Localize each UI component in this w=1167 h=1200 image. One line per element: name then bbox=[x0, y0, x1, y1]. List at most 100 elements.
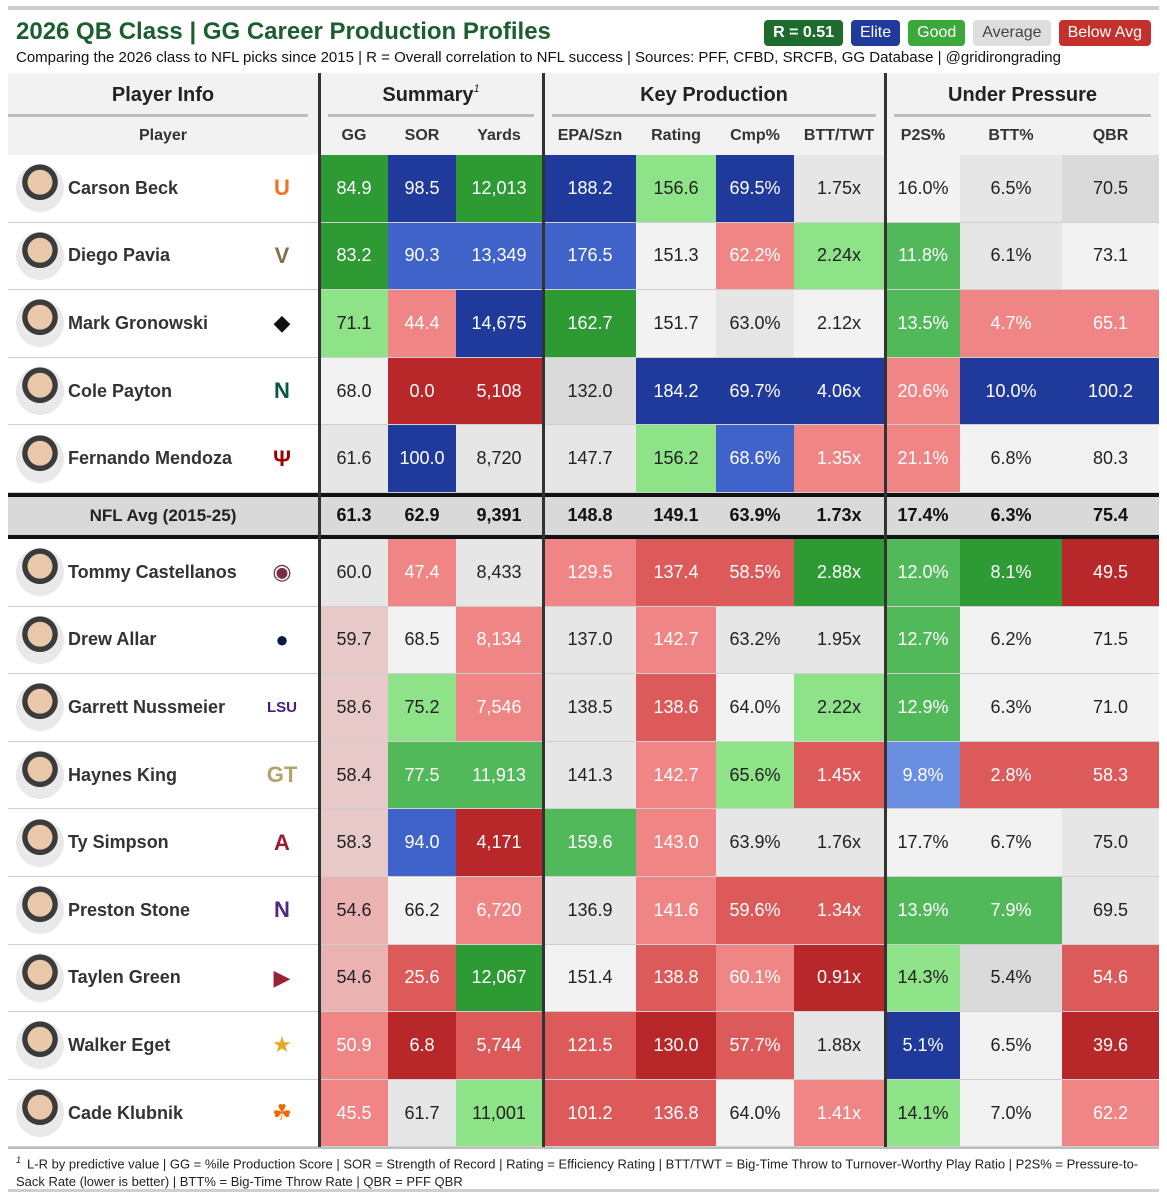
player-info-cell: Cade Klubnik ☘ bbox=[8, 1080, 318, 1147]
cell-rating: 130.0 bbox=[636, 1012, 716, 1079]
cell-btt: 6.1% bbox=[960, 222, 1062, 290]
cell-qbr: 71.5 bbox=[1062, 606, 1159, 674]
cell-cmp: 64.0% bbox=[716, 674, 794, 741]
cell-p2s: 5.1% bbox=[886, 1012, 960, 1079]
cell-qbr: 75.0 bbox=[1062, 809, 1159, 876]
group-separator bbox=[318, 73, 321, 1148]
cell-epa: 101.2 bbox=[544, 1079, 636, 1147]
cell-gg: 59.7 bbox=[320, 606, 388, 674]
cell-sor: 68.5 bbox=[388, 606, 456, 674]
cell-qbr: 39.6 bbox=[1062, 1012, 1159, 1079]
table-row: Drew Allar ● 59.7 68.5 8,134 137.0 142.7 63.2% 1… bbox=[8, 606, 1159, 675]
player-info-cell: Fernando Mendoza Ψ bbox=[8, 425, 318, 492]
player-name: Garrett Nussmeier bbox=[68, 696, 226, 717]
cell-epa: 141.3 bbox=[544, 741, 636, 809]
col-qbr: QBR bbox=[1092, 127, 1129, 144]
cell-epa: 138.5 bbox=[544, 674, 636, 741]
cell-btt: 7.0% bbox=[960, 1079, 1062, 1147]
cell-rating: 151.3 bbox=[636, 222, 716, 290]
group-underline bbox=[8, 114, 308, 117]
cell-btt-twt: 1.75x bbox=[794, 155, 884, 222]
cell-btt-twt: 2.24x bbox=[794, 222, 884, 290]
cell-gg: 71.1 bbox=[320, 290, 388, 357]
table-row: Cole Payton N 68.0 0.0 5,108 132.0 184.2 69.7% 4… bbox=[8, 357, 1159, 426]
group-separator bbox=[884, 73, 887, 1148]
cell-rating: 156.2 bbox=[636, 425, 716, 492]
player-info-cell: Preston Stone N bbox=[8, 877, 318, 944]
cell-epa: 132.0 bbox=[544, 357, 636, 425]
table-row: Mark Gronowski ◆ 71.1 44.4 14,675 162.7 151.7 6… bbox=[8, 290, 1159, 358]
player-headshot bbox=[16, 164, 64, 213]
arkansas-icon: ▶ bbox=[273, 964, 291, 990]
cell-cmp: 63.2% bbox=[716, 606, 794, 674]
group-separator bbox=[542, 73, 545, 1148]
iowa-hawk-icon: ◆ bbox=[273, 310, 291, 336]
cell-btt: 8.1% bbox=[960, 539, 1062, 606]
cell-yards: 5,108 bbox=[456, 357, 542, 425]
col-sor: SOR bbox=[404, 127, 440, 144]
cell-btt: 6.8% bbox=[960, 425, 1062, 492]
cell-cmp: 63.0% bbox=[716, 290, 794, 357]
cell-qbr: 100.2 bbox=[1062, 357, 1159, 425]
player-info-cell: Haynes King GT bbox=[8, 742, 318, 809]
legend-good: Good bbox=[908, 20, 966, 46]
cell-p2s: 12.7% bbox=[886, 606, 960, 674]
cell-yards: 8,720 bbox=[456, 425, 542, 492]
table-row: Walker Eget ★ 50.9 6.8 5,744 121.5 130.0 57.7% 1… bbox=[8, 1012, 1159, 1080]
player-headshot bbox=[16, 953, 64, 1002]
player-headshot bbox=[16, 886, 64, 935]
avg-gg: 61.3 bbox=[336, 505, 372, 525]
cell-gg: 83.2 bbox=[320, 222, 388, 290]
cell-btt: 6.2% bbox=[960, 606, 1062, 674]
group-summary: Summary 1 bbox=[382, 83, 480, 106]
cell-rating: 138.6 bbox=[636, 674, 716, 741]
cell-rating: 142.7 bbox=[636, 741, 716, 809]
cell-btt: 6.5% bbox=[960, 1012, 1062, 1079]
col-btt-twt: BTT/TWT bbox=[803, 127, 875, 144]
table-row: Diego Pavia V 83.2 90.3 13,349 176.5 151.3 62.2… bbox=[8, 222, 1159, 291]
penn-state-icon: ● bbox=[275, 626, 289, 652]
cell-epa: 137.0 bbox=[544, 606, 636, 674]
cell-yards: 6,720 bbox=[456, 877, 542, 944]
cell-p2s: 12.9% bbox=[886, 674, 960, 741]
player-name: Mark Gronowski bbox=[68, 312, 209, 333]
avg-sor: 62.9 bbox=[404, 505, 440, 525]
player-name: Fernando Mendoza bbox=[68, 448, 233, 469]
cell-cmp: 69.7% bbox=[716, 357, 794, 425]
cell-yards: 8,433 bbox=[456, 539, 542, 606]
player-info-cell: Taylen Green ▶ bbox=[8, 945, 318, 1012]
player-headshot bbox=[16, 299, 64, 348]
cell-cmp: 58.5% bbox=[716, 539, 794, 606]
chart-title: 2026 QB Class | GG Career Production Pro… bbox=[16, 18, 551, 45]
player-name: Drew Allar bbox=[68, 629, 157, 650]
cell-btt-twt: 2.88x bbox=[794, 539, 884, 606]
cell-qbr: 73.1 bbox=[1062, 222, 1159, 290]
cell-sor: 77.5 bbox=[388, 741, 456, 809]
cell-gg: 58.3 bbox=[320, 809, 388, 876]
cell-epa: 121.5 bbox=[544, 1012, 636, 1079]
cell-sor: 47.4 bbox=[388, 539, 456, 606]
cell-btt: 7.9% bbox=[960, 877, 1062, 944]
player-info-cell: Drew Allar ● bbox=[8, 607, 318, 674]
cell-rating: 137.4 bbox=[636, 539, 716, 606]
cell-rating: 141.6 bbox=[636, 877, 716, 944]
cell-qbr: 71.0 bbox=[1062, 674, 1159, 741]
player-name: Preston Stone bbox=[68, 899, 191, 920]
footnote-marker: 1 bbox=[16, 1155, 22, 1165]
cell-sor: 0.0 bbox=[388, 357, 456, 425]
group-under-pressure: Under Pressure bbox=[948, 83, 1097, 106]
cell-sor: 90.3 bbox=[388, 222, 456, 290]
table-row: Fernando Mendoza Ψ 61.6 100.0 8,720 147.7 156.… bbox=[8, 425, 1159, 493]
table-row: Tommy Castellanos ◉ 60.0 47.4 8,433 129.5 137.… bbox=[8, 539, 1159, 607]
cell-sor: 6.8 bbox=[388, 1012, 456, 1079]
cell-gg: 61.6 bbox=[320, 425, 388, 492]
cell-qbr: 62.2 bbox=[1062, 1079, 1159, 1147]
cell-btt-twt: 1.76x bbox=[794, 809, 884, 876]
cell-gg: 68.0 bbox=[320, 357, 388, 425]
cell-sor: 61.7 bbox=[388, 1079, 456, 1147]
cell-p2s: 17.7% bbox=[886, 809, 960, 876]
alabama-icon: A bbox=[274, 829, 290, 855]
cell-sor: 25.6 bbox=[388, 944, 456, 1012]
cell-qbr: 58.3 bbox=[1062, 741, 1159, 809]
cell-cmp: 65.6% bbox=[716, 741, 794, 809]
